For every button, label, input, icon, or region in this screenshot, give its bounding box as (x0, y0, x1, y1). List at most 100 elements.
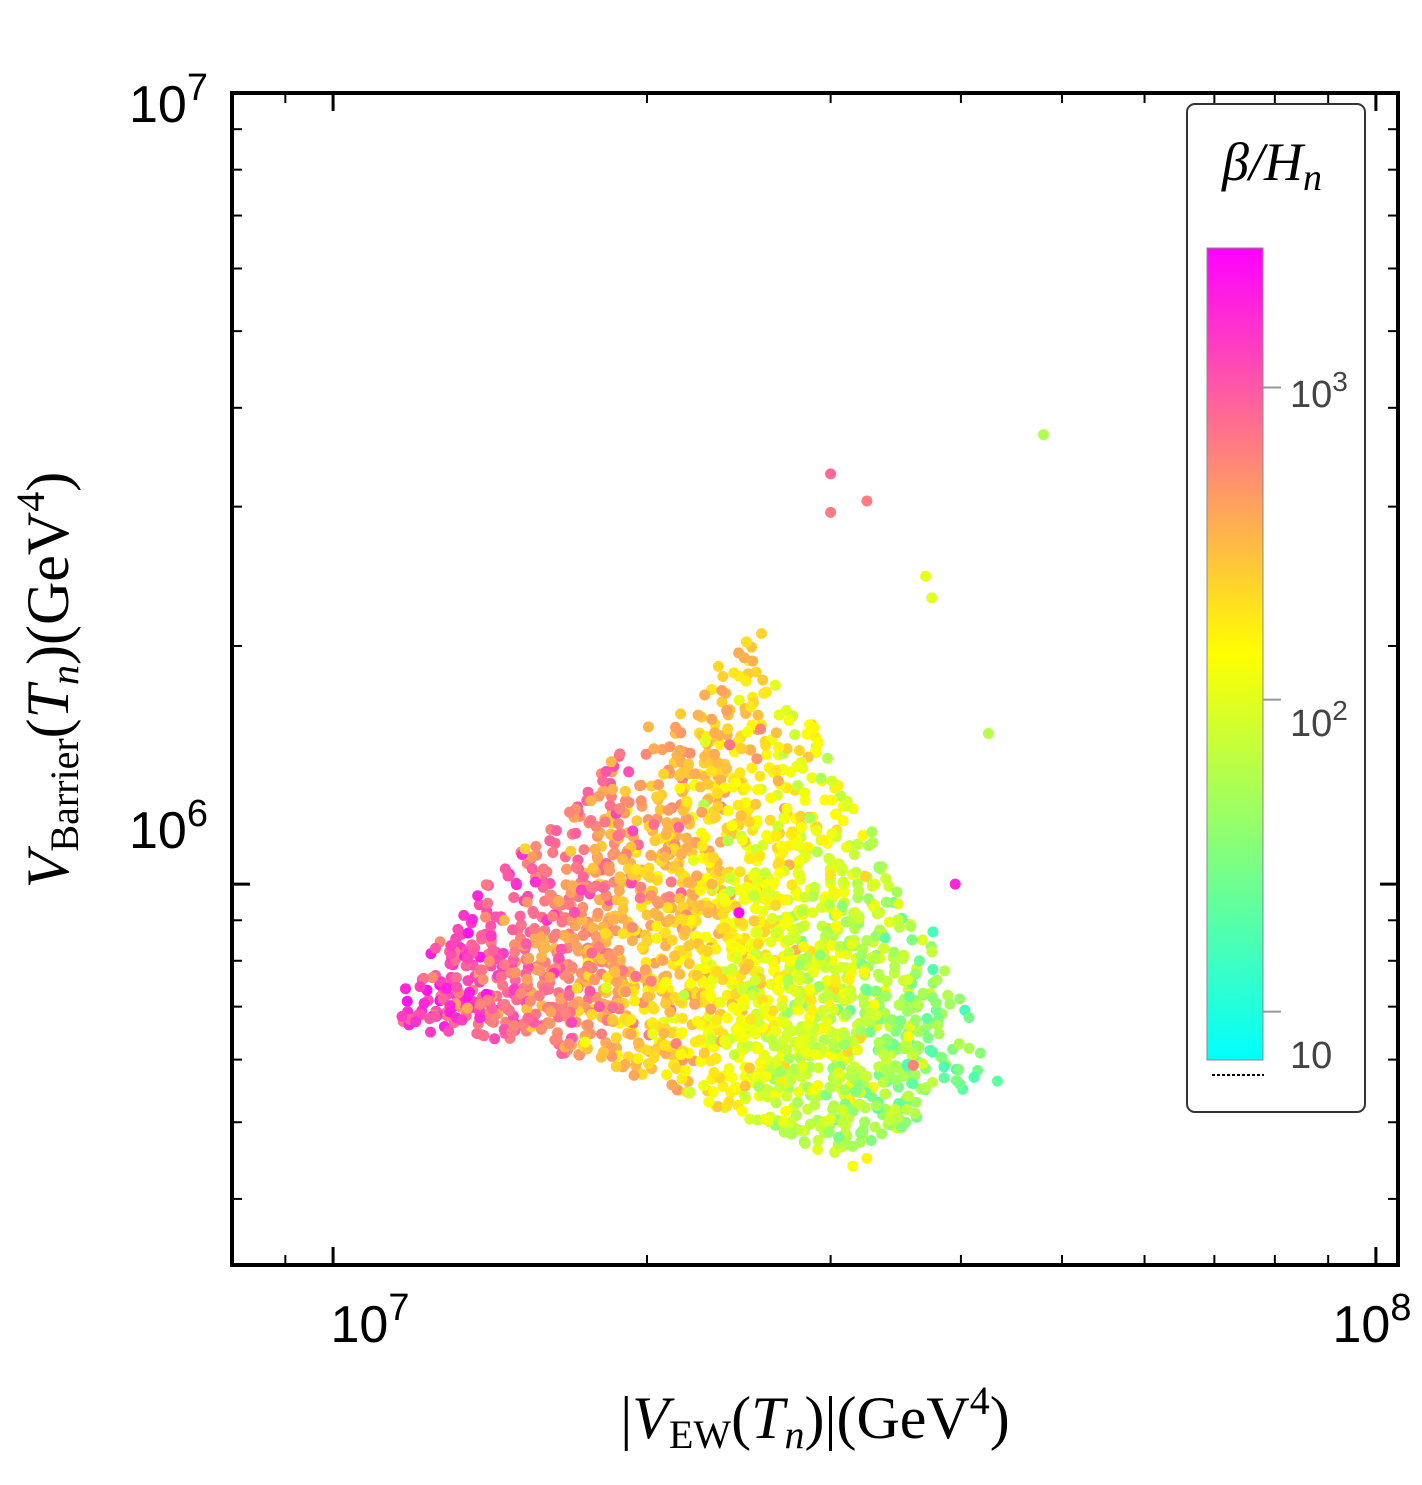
data-point (606, 1050, 618, 1062)
data-point (757, 674, 769, 686)
data-point (573, 1049, 585, 1060)
data-point (801, 952, 813, 964)
data-point (824, 1081, 836, 1093)
data-point (596, 1028, 607, 1040)
data-point (866, 880, 878, 892)
data-point (525, 851, 537, 863)
data-point (818, 1034, 830, 1046)
data-point (749, 903, 761, 915)
data-point (815, 772, 827, 784)
data-point (809, 1099, 821, 1111)
data-point (752, 875, 764, 887)
data-point (719, 893, 731, 905)
data-point (812, 737, 824, 748)
y-tick-label-1e6: 106 (129, 793, 208, 860)
data-point (539, 942, 551, 954)
data-point (927, 926, 939, 938)
data-point (727, 1002, 739, 1014)
data-point (780, 1105, 791, 1117)
data-point (443, 1025, 455, 1037)
data-point (587, 862, 599, 874)
data-point (582, 786, 594, 798)
data-point (743, 816, 755, 828)
data-point (645, 849, 657, 861)
data-point (477, 973, 489, 985)
data-point (786, 879, 798, 891)
data-point (614, 873, 626, 885)
data-point (739, 1090, 750, 1101)
data-point (689, 1036, 701, 1048)
data-point (658, 768, 670, 780)
data-point (587, 922, 599, 934)
data-point (635, 779, 647, 791)
data-point (705, 1055, 717, 1067)
data-point (859, 1116, 871, 1128)
data-point (717, 908, 729, 920)
data-point (859, 870, 871, 882)
data-point (534, 931, 546, 942)
data-point (585, 795, 597, 807)
data-point (846, 1064, 858, 1076)
data-point (991, 1075, 1003, 1087)
data-point (684, 1086, 696, 1098)
data-point (568, 933, 580, 945)
data-point (565, 845, 577, 857)
data-point (739, 1080, 751, 1092)
data-point (825, 1113, 837, 1125)
data-point (806, 1004, 818, 1016)
data-point (717, 671, 729, 682)
data-point (767, 1005, 779, 1017)
data-point (698, 1080, 710, 1091)
data-point (812, 1144, 823, 1155)
data-point (790, 932, 802, 944)
data-point (563, 1038, 575, 1050)
data-point (640, 748, 652, 760)
data-point (806, 772, 818, 784)
data-point (613, 885, 625, 897)
data-point (781, 743, 793, 755)
data-point (474, 964, 486, 976)
data-point (766, 912, 778, 924)
data-point (617, 928, 629, 940)
data-point (784, 955, 796, 967)
data-point (653, 779, 665, 791)
data-point (441, 982, 453, 994)
data-point (497, 979, 509, 991)
data-point (953, 1038, 965, 1050)
data-point (772, 820, 784, 832)
data-point (921, 1013, 933, 1024)
data-point (673, 821, 685, 833)
data-point (892, 898, 904, 910)
data-point (793, 855, 805, 867)
data-point (926, 592, 938, 604)
data-point (854, 1136, 866, 1148)
data-point (813, 981, 825, 993)
data-point (861, 935, 873, 946)
data-point (401, 995, 413, 1007)
data-point (699, 751, 711, 762)
data-point (628, 1069, 640, 1081)
data-point (722, 805, 734, 817)
data-point (795, 1026, 807, 1038)
data-point (630, 970, 642, 982)
data-point (795, 1071, 807, 1083)
data-point (800, 1047, 812, 1059)
data-point (963, 1012, 975, 1024)
data-point (600, 982, 612, 994)
data-point (916, 934, 928, 946)
data-point (785, 1116, 797, 1128)
data-point (793, 1086, 805, 1098)
data-point (485, 920, 497, 932)
data-point (610, 1061, 622, 1072)
data-point (939, 965, 951, 977)
data-point (907, 1078, 919, 1089)
data-point (819, 794, 831, 806)
data-point (812, 1062, 824, 1074)
data-point (586, 947, 598, 959)
data-point (430, 942, 441, 954)
data-point (486, 1003, 498, 1014)
data-point (752, 709, 764, 721)
data-point (709, 811, 721, 823)
data-point (482, 994, 494, 1006)
data-point (718, 1035, 730, 1047)
